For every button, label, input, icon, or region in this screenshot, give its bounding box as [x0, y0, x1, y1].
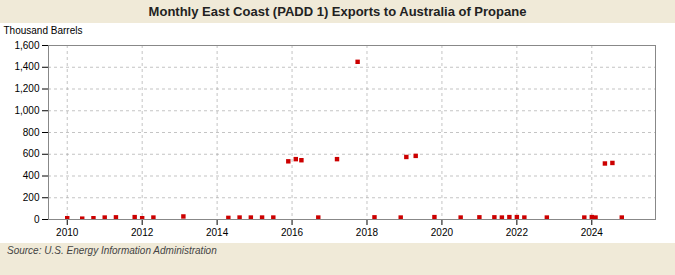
- svg-text:1,200: 1,200: [14, 83, 39, 94]
- html-text:Source: U.S. Energy Informatio: Source: U.S. Energy Information Administ…: [7, 245, 217, 256]
- svg-text:1,400: 1,400: [14, 61, 39, 72]
- svg-text:1,000: 1,000: [14, 105, 39, 116]
- svg-text:800: 800: [23, 127, 40, 138]
- svg-text:2018: 2018: [356, 227, 379, 238]
- svg-text:2012: 2012: [131, 227, 154, 238]
- svg-text:Thousand Barrels: Thousand Barrels: [4, 25, 83, 36]
- svg-text:2016: 2016: [281, 227, 304, 238]
- svg-text:1,600: 1,600: [14, 40, 39, 51]
- svg-text:600: 600: [23, 148, 40, 159]
- svg-text:200: 200: [23, 192, 40, 203]
- html-text:Monthly East Coast (PADD 1) Ex: Monthly East Coast (PADD 1) Exports to A…: [148, 4, 527, 19]
- svg-text:2010: 2010: [56, 227, 79, 238]
- svg-text:2024: 2024: [581, 227, 604, 238]
- svg-text:400: 400: [23, 170, 40, 181]
- svg-text:2022: 2022: [506, 227, 529, 238]
- svg-text:2014: 2014: [206, 227, 229, 238]
- svg-text:2020: 2020: [431, 227, 454, 238]
- svg-text:0: 0: [34, 214, 40, 225]
